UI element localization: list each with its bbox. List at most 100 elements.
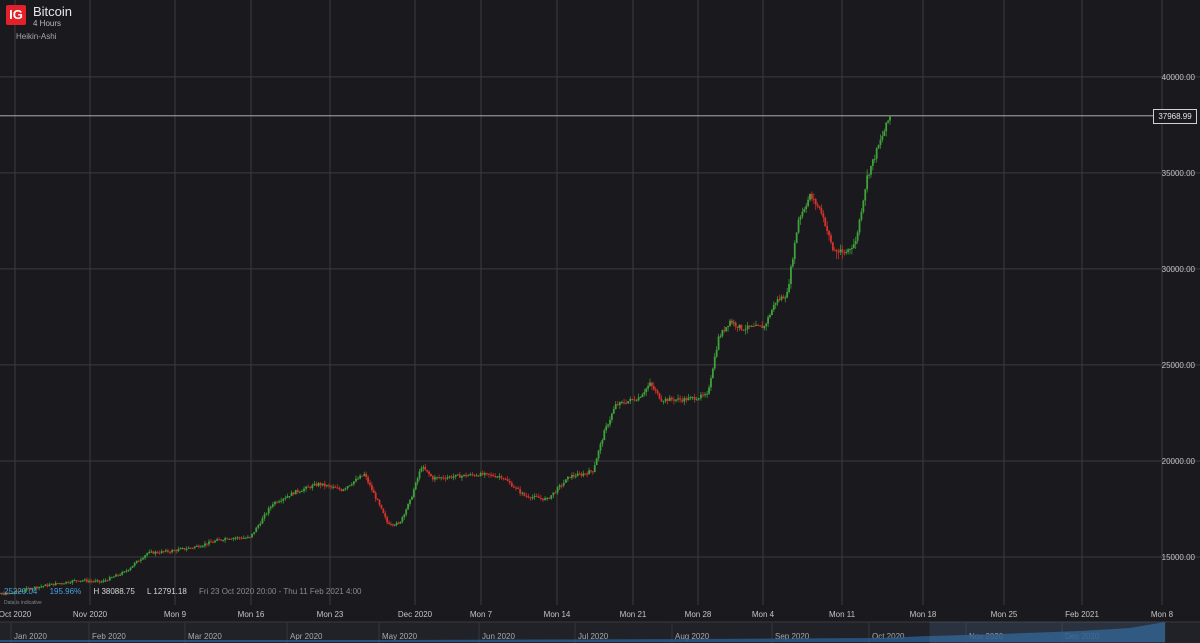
candle-down bbox=[296, 489, 299, 492]
candle-up bbox=[641, 394, 644, 398]
interval-label[interactable]: 4 Hours bbox=[33, 19, 62, 28]
candle-down bbox=[591, 471, 594, 473]
candle-down bbox=[822, 213, 825, 218]
candle-down bbox=[782, 296, 785, 299]
candle-up bbox=[574, 476, 577, 478]
candle-down bbox=[560, 485, 563, 487]
candle-down bbox=[276, 501, 278, 503]
candle-down bbox=[372, 490, 375, 493]
candle-up bbox=[286, 496, 289, 498]
candles bbox=[0, 114, 891, 596]
candle-down bbox=[685, 398, 688, 401]
candle-up bbox=[271, 504, 274, 507]
candle-up bbox=[704, 394, 706, 396]
candle-up bbox=[123, 571, 126, 573]
x-tick-label: Mon 7 bbox=[470, 610, 493, 619]
candle-up bbox=[5, 592, 7, 595]
x-tick-label: Nov 2020 bbox=[73, 610, 108, 619]
candle-up bbox=[405, 509, 408, 515]
candle-down bbox=[191, 547, 194, 549]
candle-up bbox=[9, 593, 11, 595]
candle-down bbox=[824, 217, 827, 227]
candle-up bbox=[416, 478, 419, 483]
candle-up bbox=[187, 547, 190, 549]
candle-up bbox=[717, 336, 720, 350]
candle-up bbox=[79, 580, 82, 582]
candle-down bbox=[510, 482, 513, 487]
candle-up bbox=[171, 550, 173, 553]
x-tick-label: Mon 23 bbox=[317, 610, 344, 619]
candle-up bbox=[567, 476, 569, 480]
candle-up bbox=[280, 500, 283, 502]
candle-up bbox=[847, 249, 849, 252]
candle-up bbox=[50, 583, 53, 585]
candle-up bbox=[803, 209, 806, 212]
candle-up bbox=[601, 440, 604, 444]
candle-up bbox=[605, 426, 608, 431]
candle-down bbox=[338, 487, 341, 490]
navigator-label: May 2020 bbox=[382, 632, 418, 641]
candle-down bbox=[656, 390, 659, 394]
candle-down bbox=[833, 250, 836, 252]
candle-up bbox=[531, 496, 534, 499]
candle-up bbox=[879, 139, 882, 146]
candle-up bbox=[860, 211, 863, 220]
candle-up bbox=[294, 489, 297, 495]
candle-up bbox=[851, 248, 853, 250]
candle-up bbox=[121, 572, 124, 575]
candle-up bbox=[185, 548, 188, 550]
candle-up bbox=[224, 538, 227, 541]
candle-up bbox=[467, 475, 470, 477]
candle-down bbox=[580, 473, 583, 476]
candle-up bbox=[780, 296, 783, 300]
candle-up bbox=[662, 401, 665, 403]
candle-up bbox=[363, 473, 366, 476]
candle-down bbox=[309, 486, 312, 489]
candle-up bbox=[795, 232, 798, 244]
candle-down bbox=[92, 581, 95, 583]
candle-up bbox=[576, 473, 579, 477]
candle-up bbox=[418, 471, 421, 479]
candle-up bbox=[244, 537, 247, 539]
current-price-tag: 37968.99 bbox=[1153, 108, 1197, 124]
candle-up bbox=[355, 478, 357, 482]
candle-down bbox=[315, 483, 318, 486]
candle-down bbox=[818, 206, 821, 209]
chart-type-label[interactable]: Heikin-Ashi bbox=[16, 32, 57, 41]
candle-down bbox=[380, 504, 383, 509]
candle-down bbox=[835, 250, 838, 252]
candle-up bbox=[298, 491, 301, 493]
candle-up bbox=[104, 580, 107, 582]
candle-down bbox=[361, 475, 364, 477]
candle-down bbox=[442, 477, 445, 479]
x-tick-label: Feb 2021 bbox=[1065, 610, 1099, 619]
candle-up bbox=[799, 216, 802, 220]
candle-up bbox=[448, 476, 451, 478]
candle-up bbox=[236, 537, 239, 539]
candle-up bbox=[40, 586, 43, 588]
candle-down bbox=[660, 398, 663, 402]
candle-up bbox=[463, 474, 465, 476]
candle-down bbox=[162, 551, 165, 553]
candle-down bbox=[465, 474, 468, 477]
candle-down bbox=[378, 500, 381, 505]
candle-down bbox=[616, 404, 619, 406]
candle-down bbox=[374, 492, 377, 499]
candle-down bbox=[651, 382, 653, 387]
candle-down bbox=[450, 476, 453, 478]
candle-up bbox=[597, 450, 600, 459]
candle-up bbox=[112, 576, 115, 578]
candle-down bbox=[3, 593, 5, 595]
candle-down bbox=[826, 226, 829, 231]
candle-down bbox=[742, 329, 745, 331]
candle-down bbox=[424, 467, 427, 470]
candle-up bbox=[700, 394, 702, 399]
candle-up bbox=[870, 165, 872, 175]
candle-up bbox=[862, 200, 865, 212]
x-tick-label: Mon 4 bbox=[752, 610, 775, 619]
candle-up bbox=[765, 323, 768, 327]
candle-down bbox=[490, 474, 492, 476]
candle-down bbox=[167, 550, 169, 552]
candle-up bbox=[412, 489, 415, 497]
